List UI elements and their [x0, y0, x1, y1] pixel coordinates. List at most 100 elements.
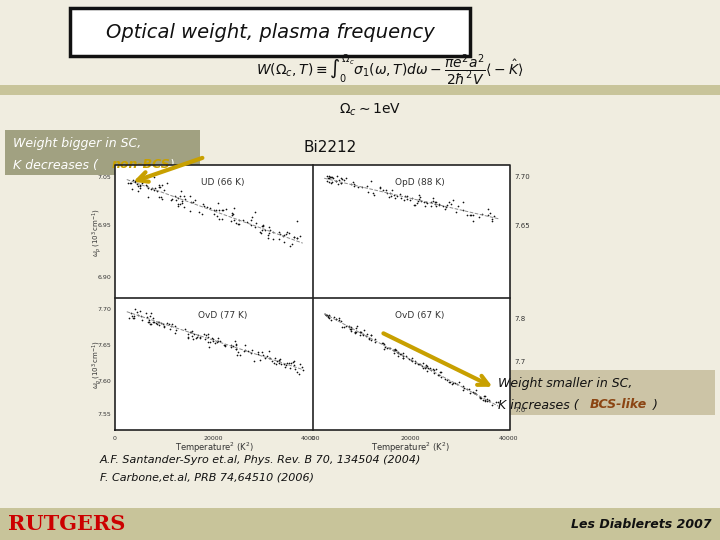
Point — [388, 191, 400, 199]
Text: BCS-like: BCS-like — [590, 399, 647, 411]
Point — [220, 341, 231, 350]
Point — [325, 172, 336, 181]
Point — [175, 199, 186, 208]
Point — [463, 385, 474, 394]
Point — [349, 327, 361, 336]
Point — [273, 228, 284, 237]
Text: 0: 0 — [113, 435, 117, 441]
Point — [281, 227, 292, 236]
Point — [367, 189, 379, 198]
Point — [212, 334, 224, 342]
Point — [184, 328, 196, 336]
Bar — [115, 165, 510, 430]
Point — [176, 199, 187, 208]
Point — [406, 354, 418, 362]
Point — [378, 340, 390, 348]
Point — [390, 345, 401, 354]
Point — [297, 366, 308, 374]
Point — [424, 364, 436, 373]
Point — [199, 335, 211, 344]
Point — [143, 193, 154, 201]
Point — [179, 202, 190, 211]
Point — [392, 347, 403, 356]
Point — [420, 361, 431, 369]
Point — [134, 184, 145, 193]
Point — [323, 173, 334, 182]
Point — [246, 216, 257, 225]
Point — [153, 317, 165, 326]
Point — [233, 347, 244, 356]
Point — [413, 190, 425, 199]
Point — [202, 329, 214, 338]
Point — [199, 201, 210, 210]
Point — [441, 202, 452, 211]
Point — [257, 351, 269, 360]
Point — [250, 219, 261, 227]
Point — [474, 393, 486, 402]
Point — [176, 187, 187, 195]
Bar — [0, 508, 720, 540]
Point — [427, 365, 438, 374]
Point — [323, 311, 334, 320]
Point — [127, 314, 139, 323]
Point — [131, 308, 143, 316]
Point — [395, 349, 407, 358]
Text: 0: 0 — [310, 435, 315, 441]
Point — [156, 195, 168, 204]
Point — [395, 349, 406, 358]
Point — [151, 320, 163, 329]
Bar — [70, 8, 470, 56]
Point — [271, 359, 282, 368]
Point — [152, 318, 163, 326]
Point — [135, 307, 146, 316]
Point — [425, 366, 436, 374]
Point — [148, 318, 159, 326]
Point — [346, 180, 357, 189]
Point — [343, 321, 354, 330]
Point — [187, 198, 199, 206]
Point — [407, 357, 418, 366]
Point — [486, 401, 498, 410]
Point — [364, 333, 375, 342]
Point — [330, 177, 342, 185]
Point — [470, 385, 482, 394]
Text: Weight smaller in SC,: Weight smaller in SC, — [498, 376, 632, 389]
Point — [415, 197, 426, 206]
Text: 7.60: 7.60 — [97, 379, 111, 384]
Point — [234, 350, 246, 359]
Point — [213, 215, 225, 224]
Point — [379, 343, 390, 352]
Point — [288, 361, 300, 369]
Point — [446, 380, 458, 388]
Point — [461, 385, 472, 394]
Point — [401, 192, 413, 201]
Text: 7.8: 7.8 — [514, 316, 526, 322]
Point — [249, 208, 261, 217]
Point — [366, 177, 377, 185]
Point — [343, 322, 354, 331]
Point — [441, 200, 452, 209]
Point — [280, 361, 292, 370]
Point — [283, 358, 294, 367]
Point — [226, 211, 238, 220]
Point — [457, 205, 469, 214]
Point — [166, 320, 178, 328]
Point — [326, 178, 338, 186]
Point — [219, 341, 230, 350]
Point — [233, 220, 245, 228]
Point — [288, 356, 300, 365]
Point — [323, 313, 334, 321]
Point — [246, 220, 257, 229]
Point — [259, 226, 271, 234]
Point — [320, 310, 332, 319]
Point — [325, 316, 336, 325]
Point — [415, 360, 426, 369]
Point — [325, 179, 337, 187]
Point — [145, 184, 157, 193]
Point — [202, 203, 213, 212]
Text: 20000: 20000 — [203, 435, 222, 441]
Point — [238, 347, 250, 356]
Point — [479, 396, 490, 404]
Text: K decreases (: K decreases ( — [13, 159, 98, 172]
Point — [400, 192, 411, 200]
